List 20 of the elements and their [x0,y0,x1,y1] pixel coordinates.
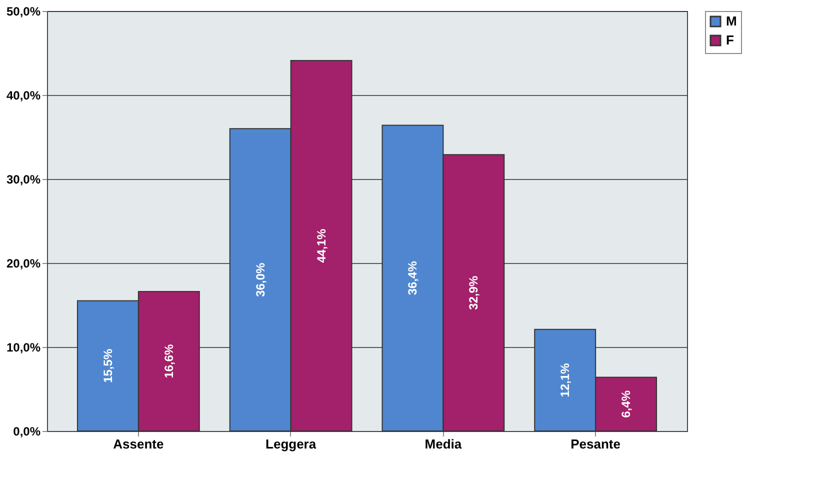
data-label: 32,9% [466,275,481,310]
legend-label: M [726,14,737,28]
y-tick-label: 0,0% [13,424,41,438]
x-tick-label: Leggera [266,436,317,452]
legend-label: F [726,32,734,48]
y-tick-label: 50,0% [6,4,41,18]
y-tick-label: 40,0% [6,88,41,102]
x-tick-label: Assente [113,436,164,452]
data-label: 15,5% [100,348,115,383]
data-label: 36,4% [406,260,420,296]
x-tick-label: Media [424,436,462,452]
data-label: 44,1% [314,228,328,263]
y-tick-label: 20,0% [6,256,41,270]
data-label: 36,0% [253,262,268,297]
data-label: 12,1% [558,362,572,398]
x-tick-label: Pesante [570,436,621,452]
y-tick-label: 30,0% [6,172,41,186]
data-label: 6,4% [619,390,634,418]
data-label: 16,6% [162,344,176,378]
y-tick-label: 10,0% [6,340,41,354]
